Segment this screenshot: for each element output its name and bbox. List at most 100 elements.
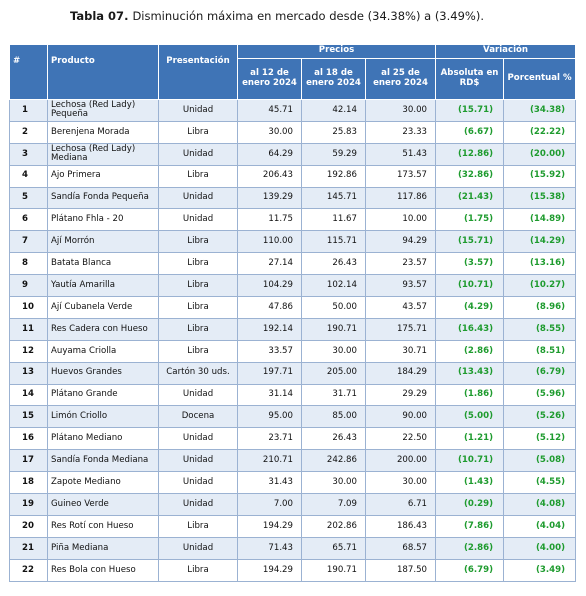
price-jan-12: 31.14 [237, 383, 302, 407]
product-name: Berenjena Morada [47, 120, 159, 144]
row-number: 8 [9, 252, 48, 276]
header-absoluta: Absoluta en RD$ [435, 58, 505, 100]
row-number: 19 [9, 493, 48, 516]
variation-percent: (20.00) [503, 142, 577, 166]
header-precios: Precios [236, 44, 437, 59]
table-row: 3 Lechosa (Red Lady) Mediana Unidad 64.29 59… [9, 142, 577, 166]
variation-percent: (4.55) [503, 471, 577, 495]
presentation: Libra [158, 296, 238, 319]
row-number: 20 [9, 514, 48, 538]
variation-absolute: (0.29) [435, 493, 505, 516]
price-jan-18: 115.71 [301, 230, 366, 254]
row-number: 3 [9, 142, 48, 166]
table-row: 19 Guineo Verde Unidad 7.00 7.09 6.71 (0.29) (4… [9, 493, 577, 516]
price-jan-25: 23.33 [364, 120, 437, 144]
presentation: Libra [158, 120, 238, 144]
caption-text: Disminución máxima en mercado desde (34.… [132, 9, 484, 23]
product-name: Plátano Fhla - 20 [47, 208, 159, 232]
header-fecha-1: al 12 de enero 2024 [237, 58, 302, 100]
presentation: Libra [158, 514, 238, 538]
price-jan-18: 25.83 [301, 120, 366, 144]
variation-absolute: (32.86) [435, 164, 505, 188]
header-num: # [9, 44, 48, 100]
price-jan-25: 51.43 [364, 142, 437, 166]
price-jan-18: 202.86 [301, 514, 366, 538]
price-jan-18: 192.86 [301, 164, 366, 188]
price-jan-25: 187.50 [364, 558, 437, 582]
table-row: 7 Ají Morrón Libra 110.00 115.71 94.29 (15.71)… [9, 230, 577, 254]
row-number: 7 [9, 230, 48, 254]
product-name: Limón Criollo [47, 405, 159, 429]
presentation: Unidad [158, 186, 238, 210]
price-jan-12: 33.57 [237, 339, 302, 363]
presentation: Docena [158, 405, 238, 429]
price-jan-25: 94.29 [364, 230, 437, 254]
variation-percent: (6.79) [503, 361, 577, 385]
variation-absolute: (2.86) [435, 536, 505, 560]
variation-absolute: (1.21) [435, 427, 505, 451]
row-number: 11 [9, 317, 48, 341]
variation-absolute: (10.71) [435, 449, 505, 473]
variation-percent: (5.08) [503, 449, 577, 473]
price-jan-25: 173.57 [364, 164, 437, 188]
row-number: 12 [9, 339, 48, 363]
variation-percent: (14.89) [503, 208, 577, 232]
row-number: 13 [9, 361, 48, 385]
price-jan-12: 139.29 [237, 186, 302, 210]
price-jan-12: 192.14 [237, 317, 302, 341]
row-number: 18 [9, 471, 48, 495]
table-row: 13 Huevos Grandes Cartón 30 uds. 197.71 205.… [9, 361, 577, 385]
price-jan-12: 206.43 [237, 164, 302, 188]
row-number: 10 [9, 296, 48, 319]
presentation: Libra [158, 339, 238, 363]
variation-absolute: (5.00) [435, 405, 505, 429]
row-number: 5 [9, 186, 48, 210]
price-jan-12: 23.71 [237, 427, 302, 451]
price-jan-18: 85.00 [301, 405, 366, 429]
header-porcentual: Porcentual % [503, 58, 577, 100]
table-row: 18 Zapote Mediano Unidad 31.43 30.00 30.00 (1.… [9, 471, 577, 495]
product-name: Res Cadera con Hueso [47, 317, 159, 341]
table-row: 2 Berenjena Morada Libra 30.00 25.83 23.33 (6.… [9, 120, 577, 144]
price-jan-12: 31.43 [237, 471, 302, 495]
variation-absolute: (2.86) [435, 339, 505, 363]
variation-percent: (13.16) [503, 252, 577, 276]
product-name: Ajo Primera [47, 164, 159, 188]
variation-absolute: (15.71) [435, 99, 505, 122]
variation-percent: (14.29) [503, 230, 577, 254]
row-number: 17 [9, 449, 48, 473]
caption-label: Tabla 07. [70, 9, 129, 23]
header-producto: Producto [47, 44, 159, 100]
product-name: Lechosa (Red Lady) Pequeña [47, 99, 159, 122]
price-jan-18: 65.71 [301, 536, 366, 560]
product-name: Batata Blanca [47, 252, 159, 276]
variation-absolute: (4.29) [435, 296, 505, 319]
variation-percent: (8.55) [503, 317, 577, 341]
product-name: Res Bola con Hueso [47, 558, 159, 582]
price-jan-18: 50.00 [301, 296, 366, 319]
price-jan-25: 30.00 [364, 99, 437, 122]
price-jan-18: 30.00 [301, 471, 366, 495]
price-jan-18: 102.14 [301, 274, 366, 298]
variation-absolute: (3.57) [435, 252, 505, 276]
presentation: Libra [158, 164, 238, 188]
table-row: 21 Piña Mediana Unidad 71.43 65.71 68.57 (2.86… [9, 536, 577, 560]
presentation: Libra [158, 274, 238, 298]
variation-percent: (22.22) [503, 120, 577, 144]
variation-percent: (4.04) [503, 514, 577, 538]
price-jan-18: 59.29 [301, 142, 366, 166]
price-jan-18: 242.86 [301, 449, 366, 473]
price-jan-25: 175.71 [364, 317, 437, 341]
price-jan-12: 110.00 [237, 230, 302, 254]
presentation: Unidad [158, 536, 238, 560]
presentation: Unidad [158, 493, 238, 516]
product-name: Yautía Amarilla [47, 274, 159, 298]
row-number: 22 [9, 558, 48, 582]
price-jan-12: 27.14 [237, 252, 302, 276]
price-jan-25: 68.57 [364, 536, 437, 560]
header-fecha-3: al 25 de enero 2024 [364, 58, 437, 100]
variation-percent: (4.08) [503, 493, 577, 516]
presentation: Cartón 30 uds. [158, 361, 238, 385]
presentation: Libra [158, 558, 238, 582]
price-jan-18: 145.71 [301, 186, 366, 210]
